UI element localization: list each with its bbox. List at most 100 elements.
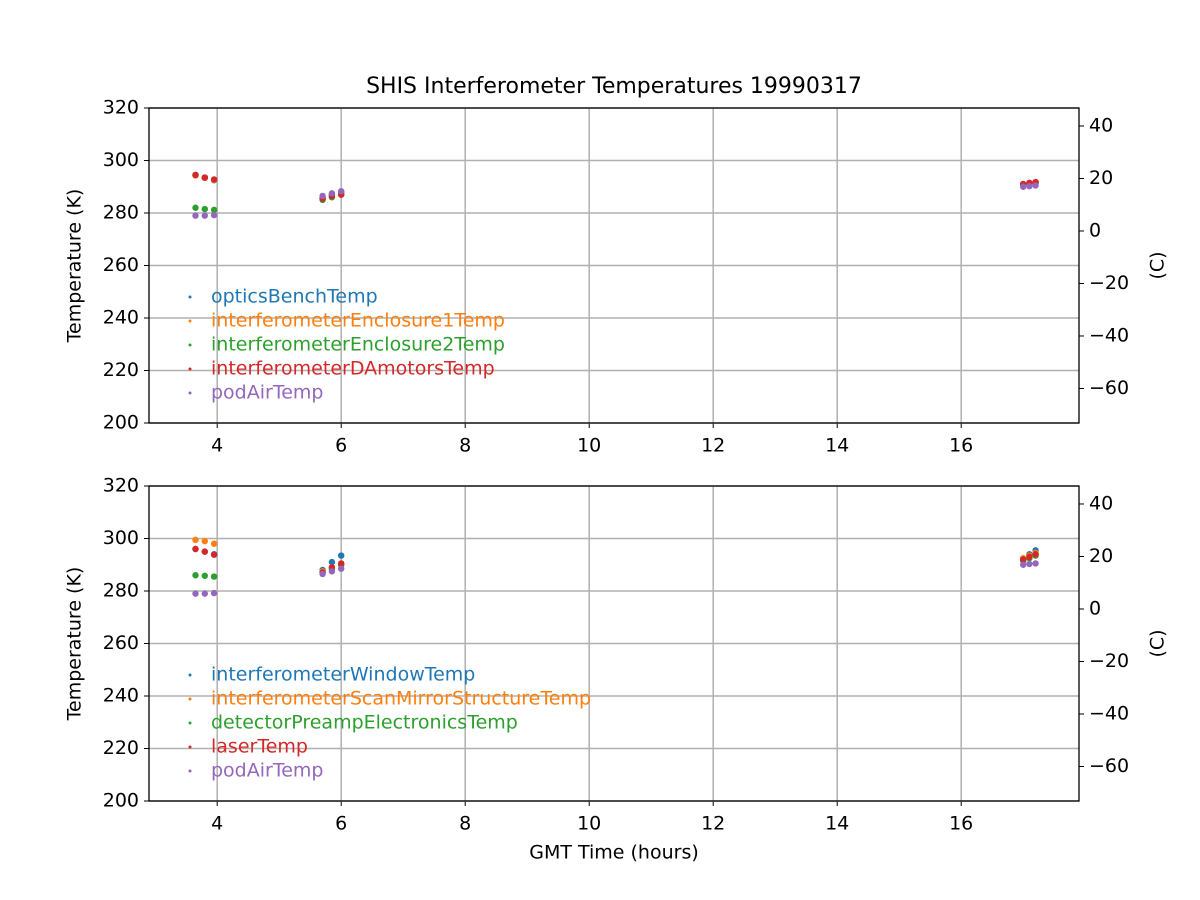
y2-tick-label: −20	[1089, 272, 1129, 294]
x-tick-label: 6	[335, 813, 347, 835]
data-point	[328, 568, 336, 575]
data-point	[1020, 183, 1027, 190]
data-point	[201, 174, 208, 181]
y-tick-label: 300	[103, 149, 139, 171]
data-point	[1026, 183, 1033, 190]
legend-label: podAirTemp	[211, 760, 323, 782]
legend-marker	[188, 295, 192, 299]
data-point	[201, 212, 208, 219]
x-tick-label: 10	[577, 813, 601, 835]
y2-tick-label: −40	[1089, 324, 1129, 346]
data-point	[319, 192, 326, 200]
data-point	[210, 573, 218, 580]
x-tick-label: 12	[701, 813, 725, 835]
data-point	[201, 537, 208, 545]
legend-marker	[188, 367, 192, 371]
y-axis-label: Temperature (K)	[64, 189, 86, 344]
data-point	[192, 590, 199, 597]
y-axis-label: Temperature (K)	[64, 567, 86, 722]
plot-frame	[148, 485, 1080, 802]
x-tick-label: 14	[825, 435, 849, 457]
x-tick-label: 8	[459, 813, 471, 835]
y2-tick-label: 20	[1089, 167, 1113, 189]
data-point	[319, 570, 326, 578]
x-tick-label: 8	[459, 435, 471, 457]
y2-axis-label: (C)	[1147, 251, 1169, 279]
data-point	[192, 536, 199, 544]
legend-marker	[188, 391, 192, 395]
x-tick-label: 4	[211, 813, 223, 835]
data-point	[1032, 560, 1039, 567]
y2-tick-label: 40	[1089, 114, 1113, 136]
legend-marker	[188, 769, 192, 773]
chart-title: SHIS Interferometer Temperatures 1999031…	[366, 74, 862, 99]
y-tick-label: 320	[103, 475, 139, 497]
data-point	[192, 212, 199, 219]
y2-tick-label: 40	[1089, 492, 1113, 514]
y2-tick-label: 0	[1089, 219, 1101, 241]
data-point	[338, 188, 345, 195]
data-point	[192, 545, 199, 553]
data-point	[210, 206, 218, 214]
legend-marker	[188, 319, 192, 323]
data-point	[201, 590, 208, 597]
y-tick-label: 240	[103, 307, 139, 329]
data-point	[1020, 556, 1027, 563]
y-tick-label: 300	[103, 527, 139, 549]
legend-label: podAirTemp	[211, 382, 323, 404]
data-point	[1032, 182, 1039, 189]
legend-marker	[188, 721, 192, 725]
data-point	[192, 171, 199, 179]
y-tick-label: 200	[103, 412, 139, 434]
legend-label: detectorPreampElectronicsTemp	[211, 712, 518, 734]
y-tick-label: 220	[103, 737, 139, 759]
data-point	[210, 211, 218, 219]
legend-marker	[188, 343, 192, 347]
y-tick-label: 280	[103, 202, 139, 224]
y2-tick-label: −60	[1089, 755, 1129, 777]
data-point	[328, 558, 336, 566]
y-tick-label: 200	[103, 790, 139, 812]
data-point	[338, 560, 345, 567]
data-point	[201, 548, 208, 555]
data-point	[192, 572, 199, 579]
y2-axis-label: (C)	[1147, 629, 1169, 657]
legend-marker	[188, 673, 192, 677]
x-tick-label: 10	[577, 435, 601, 457]
data-point	[210, 540, 218, 547]
data-point	[1032, 551, 1039, 558]
data-point	[338, 565, 345, 572]
x-tick-label: 12	[701, 435, 725, 457]
data-point	[210, 589, 218, 597]
y2-tick-label: 0	[1089, 597, 1101, 619]
y-tick-label: 260	[103, 632, 139, 654]
legend-label: interferometerWindowTemp	[211, 664, 475, 686]
y-tick-label: 320	[103, 97, 139, 119]
x-axis-label: GMT Time (hours)	[529, 842, 699, 864]
legend-label: interferometerEnclosure1Temp	[211, 310, 505, 332]
y2-tick-label: −20	[1089, 650, 1129, 672]
legend-label: interferometerEnclosure2Temp	[211, 334, 505, 356]
y2-tick-label: −40	[1089, 702, 1129, 724]
data-point	[1026, 553, 1033, 561]
legend-label: interferometerScanMirrorStructureTemp	[211, 688, 591, 710]
y-tick-label: 220	[103, 359, 139, 381]
y-tick-label: 280	[103, 580, 139, 602]
data-point	[210, 176, 218, 183]
x-tick-label: 14	[825, 813, 849, 835]
y2-tick-label: 20	[1089, 545, 1113, 567]
data-point	[192, 204, 199, 211]
legend-label: interferometerDAmotorsTemp	[211, 358, 495, 380]
y-tick-label: 260	[103, 254, 139, 276]
plot-frame	[148, 107, 1080, 424]
data-point	[201, 572, 208, 579]
data-point	[328, 190, 336, 197]
data-point	[1020, 561, 1027, 568]
x-tick-label: 16	[949, 435, 973, 457]
legend-label: opticsBenchTemp	[211, 286, 378, 308]
data-point	[1026, 560, 1033, 568]
data-point	[210, 551, 218, 558]
y2-tick-label: −60	[1089, 377, 1129, 399]
data-point	[201, 205, 208, 213]
